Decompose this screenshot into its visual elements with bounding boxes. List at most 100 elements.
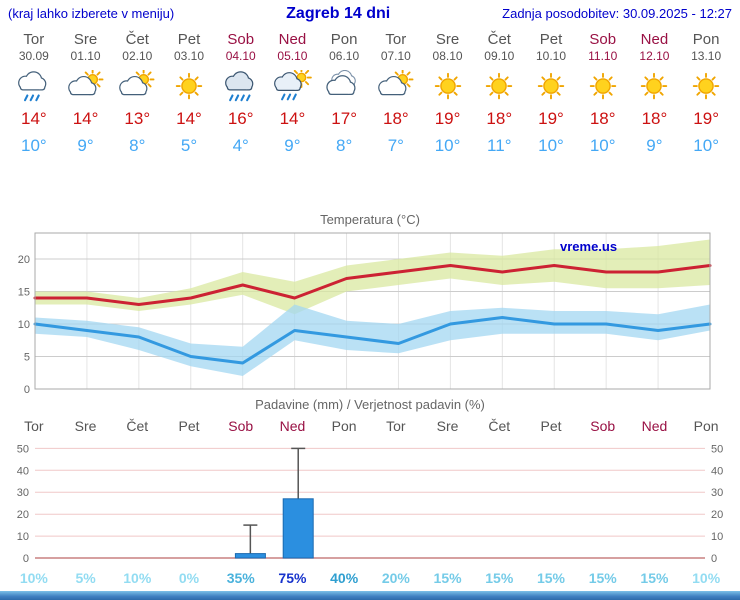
temp-max: 14°	[72, 109, 99, 128]
day-name: Pon	[330, 31, 358, 48]
day-column: Sre 01.10 14° 9°	[60, 31, 112, 156]
temp-max: 14°	[279, 109, 306, 128]
precip-day-label: Čet	[126, 418, 149, 434]
precip-probability: 15%	[485, 570, 514, 586]
temp-max: 18°	[589, 109, 616, 128]
forecast-table: Tor 30.09 14° 10° Sre 01.10 14° 9° Čet 0…	[8, 31, 732, 156]
temperature-chart: 0 5 10 15 20 vreme.us	[18, 232, 712, 396]
rain-cloud-icon	[8, 68, 60, 106]
rain-icon	[215, 68, 267, 106]
temp-min: 8°	[129, 136, 146, 155]
svg-text:50: 50	[711, 443, 723, 455]
temp-max: 19°	[538, 109, 564, 128]
rain-sun-icon	[267, 68, 319, 106]
temp-max: 13°	[124, 109, 151, 128]
cloudy-icon	[318, 68, 370, 106]
day-date: 05.10	[277, 49, 308, 63]
svg-text:30: 30	[17, 487, 29, 499]
temp-max: 18°	[382, 109, 409, 128]
temp-max: 18°	[486, 109, 513, 128]
svg-text:15: 15	[18, 287, 30, 299]
day-column: Pet 03.10 14° 5°	[163, 31, 215, 156]
svg-text:5: 5	[24, 352, 30, 364]
day-column: Tor 07.10 18° 7°	[370, 31, 422, 156]
partly-cloudy-icon	[370, 68, 422, 106]
day-column: Čet 09.10 18° 11°	[473, 31, 525, 156]
sunny-icon	[422, 68, 474, 106]
precip-probability: 10%	[692, 570, 721, 586]
svg-text:20: 20	[17, 509, 29, 521]
precip-day-label: Čet	[488, 418, 511, 434]
day-name: Tor	[385, 31, 407, 48]
temp-min: 9°	[646, 136, 663, 155]
sunny-icon	[629, 68, 681, 106]
day-name: Pet	[177, 31, 201, 48]
precip-day-label: Tor	[386, 418, 406, 434]
svg-text:50: 50	[17, 443, 29, 455]
day-name: Sre	[73, 31, 98, 48]
svg-text:10: 10	[711, 531, 723, 543]
day-date: 01.10	[70, 49, 101, 63]
precip-probability: 10%	[19, 570, 48, 586]
precip-day-label: Sre	[436, 418, 459, 434]
precip-day-label: Pon	[693, 418, 719, 434]
temp-min: 10°	[693, 136, 719, 155]
precip-day-label: Pon	[331, 418, 357, 434]
precip-day-label: Tor	[24, 418, 44, 434]
day-column: Pon 13.10 19° 10°	[680, 31, 732, 156]
temp-max: 14°	[20, 109, 47, 128]
precip-day-label: Pet	[178, 418, 200, 434]
temp-min: 4°	[232, 136, 249, 155]
day-date: 10.10	[535, 49, 566, 63]
svg-text:40: 40	[711, 465, 723, 477]
day-date: 03.10	[173, 49, 204, 63]
day-date: 06.10	[329, 49, 360, 63]
sunny-icon	[163, 68, 215, 106]
day-date: 12.10	[639, 49, 670, 63]
temp-max: 16°	[227, 109, 254, 128]
precip-probability: 15%	[433, 570, 462, 586]
svg-text:0: 0	[711, 553, 717, 565]
sunny-icon	[473, 68, 525, 106]
day-column: Sob 11.10 18° 10°	[577, 31, 629, 156]
header: (kraj lahko izberete v meniju) Zagreb 14…	[0, 0, 740, 23]
temp-min: 11°	[487, 136, 512, 155]
precip-probability: 10%	[123, 570, 152, 586]
svg-text:10: 10	[18, 319, 30, 331]
page-title: Zagreb 14 dni	[286, 5, 391, 22]
svg-text:30: 30	[711, 487, 723, 499]
day-date: 13.10	[691, 49, 722, 63]
precip-day-label: Pet	[540, 418, 562, 434]
precip-day-label: Ned	[641, 418, 668, 434]
temp-min: 5°	[180, 136, 198, 155]
last-updated: Zadnja posodobitev: 30.09.2025 - 12:27	[502, 6, 732, 21]
precip-chart-title: Padavine (mm) / Verjetnost padavin (%)	[255, 397, 485, 412]
sunny-icon	[680, 68, 732, 106]
precip-day-label: Sob	[228, 418, 254, 434]
day-name: Sob	[227, 31, 255, 48]
temp-min: 7°	[387, 136, 404, 155]
day-column: Ned 12.10 18° 9°	[629, 31, 681, 156]
day-name: Pon	[692, 31, 720, 48]
precip-probability: 20%	[381, 570, 410, 586]
temp-min: 10°	[434, 136, 461, 155]
temp-chart-title: Temperatura (°C)	[320, 212, 420, 227]
day-name: Tor	[23, 31, 45, 48]
svg-text:40: 40	[17, 465, 29, 477]
svg-text:0: 0	[23, 553, 29, 565]
day-date: 30.09	[18, 49, 49, 63]
svg-text:0: 0	[24, 384, 30, 396]
temp-max: 19°	[434, 109, 461, 128]
day-name: Čet	[487, 31, 511, 48]
day-name: Sre	[435, 31, 460, 48]
day-date: 02.10	[122, 49, 153, 63]
temp-max: 19°	[693, 109, 719, 128]
precipitation-chart: 0 0 10 10 20 20 30 30 40 40 50 50	[17, 443, 724, 565]
precip-day-label: Sre	[74, 418, 97, 434]
precip-probability: 5%	[75, 570, 96, 586]
day-column: Čet 02.10 13° 8°	[111, 31, 163, 156]
day-column: Pet 10.10 19° 10°	[525, 31, 577, 156]
precip-probability: 35%	[226, 570, 255, 586]
precip-day-label: Ned	[279, 418, 306, 434]
